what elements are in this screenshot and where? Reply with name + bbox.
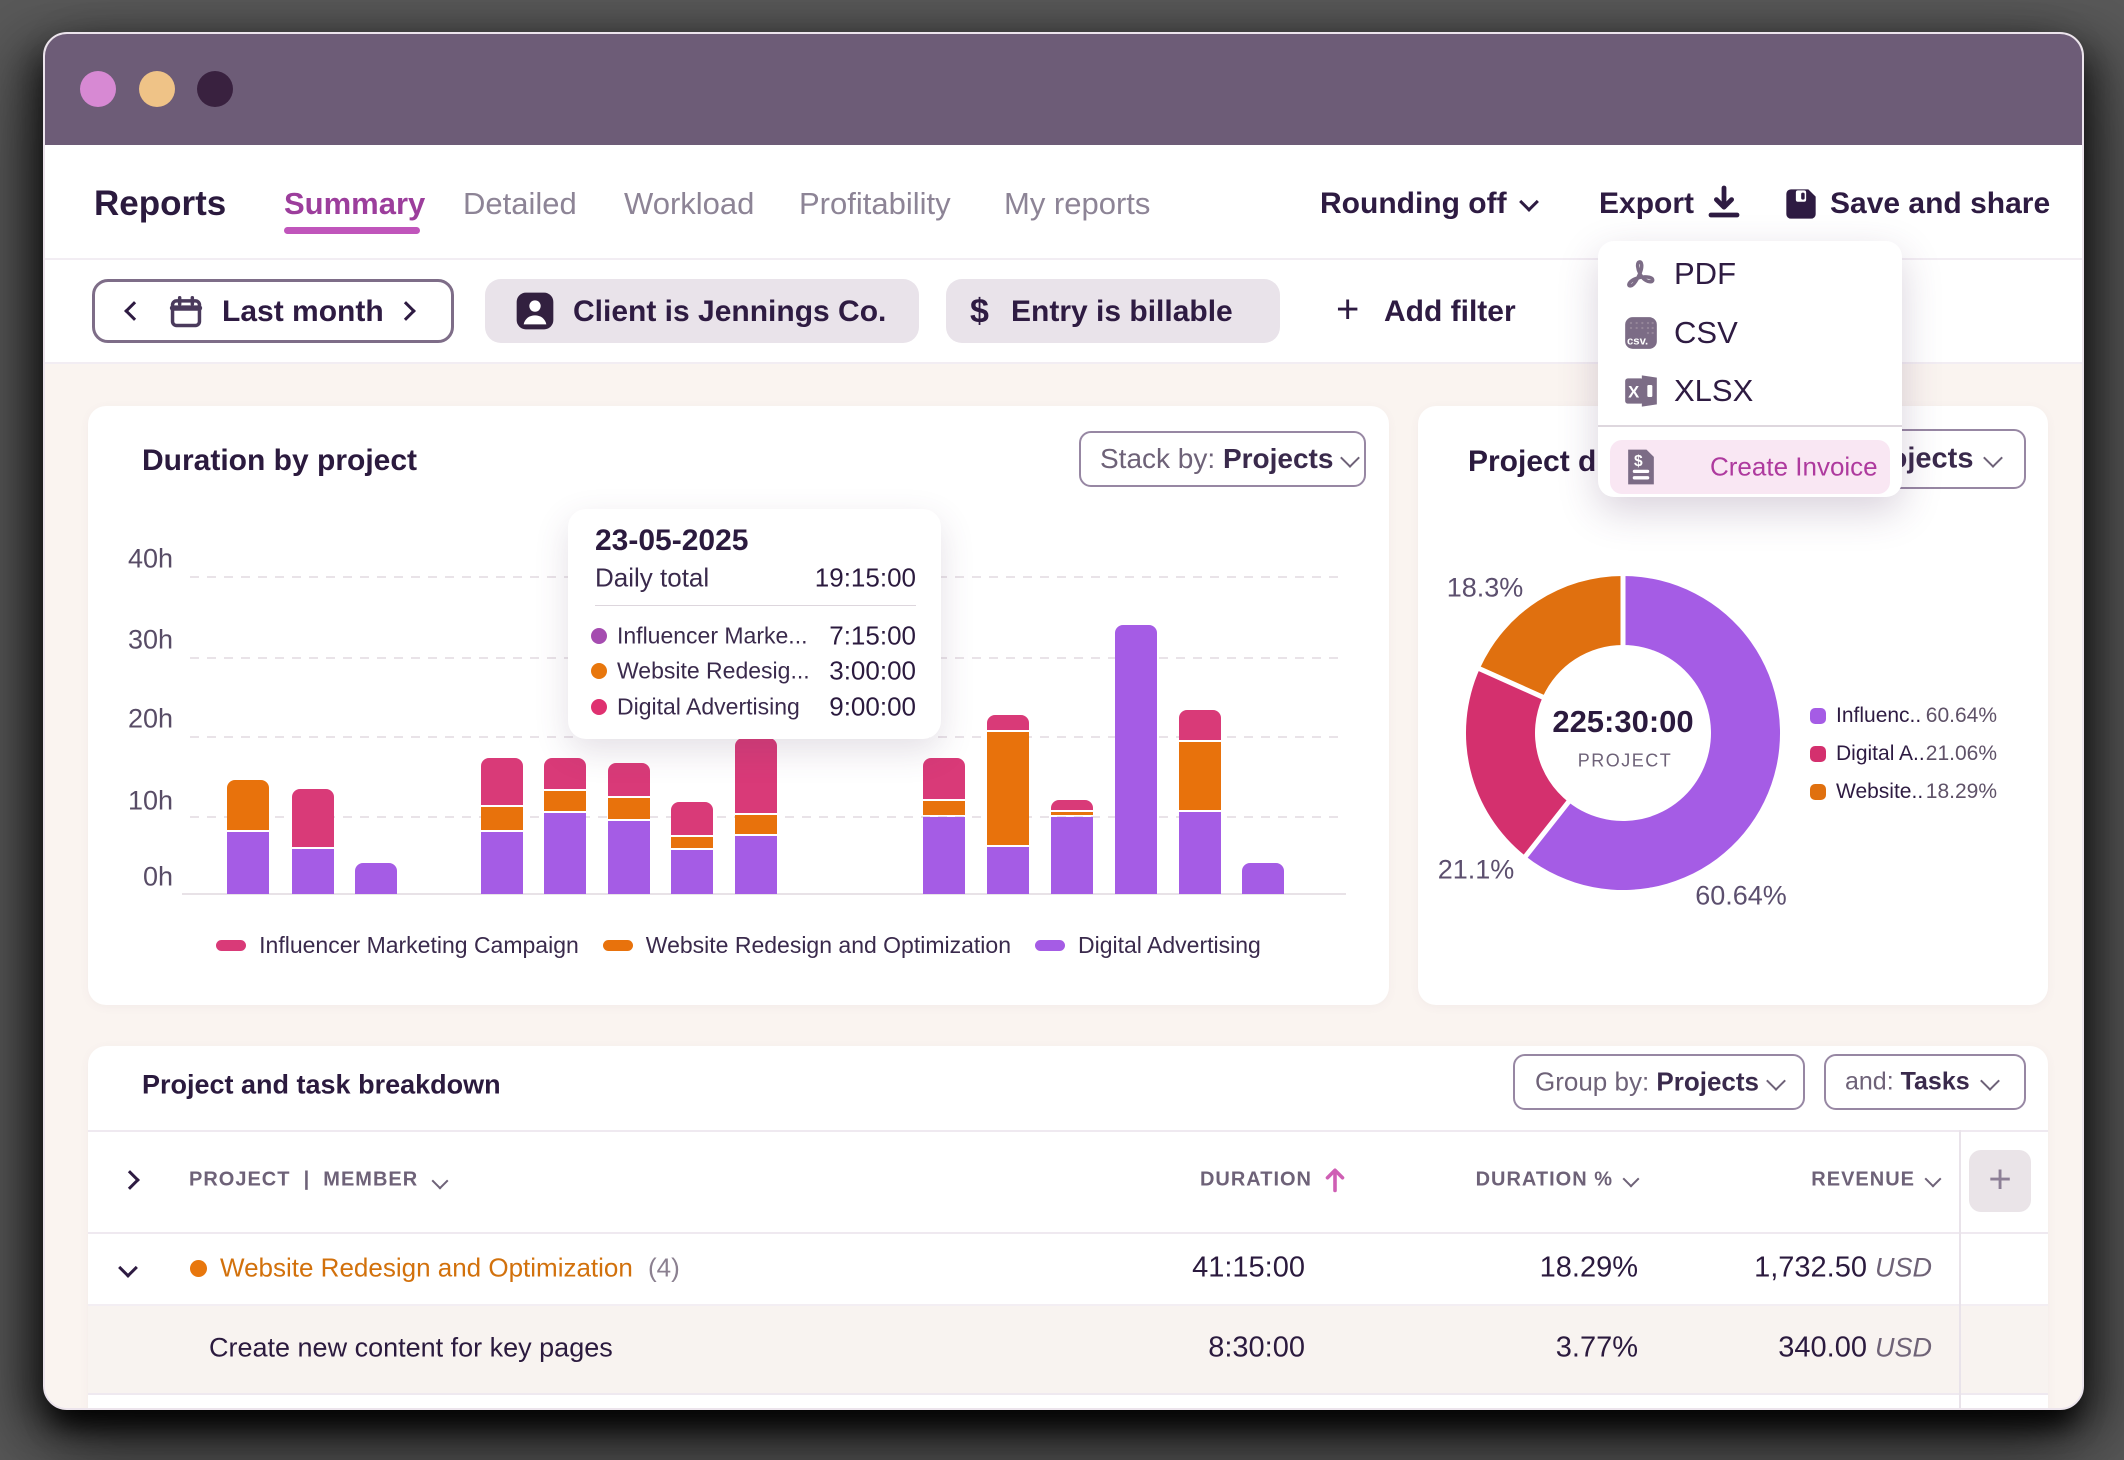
svg-text:csv.: csv.	[1627, 336, 1648, 348]
svg-text:X: X	[1628, 383, 1639, 402]
svg-text:$: $	[1634, 453, 1643, 470]
